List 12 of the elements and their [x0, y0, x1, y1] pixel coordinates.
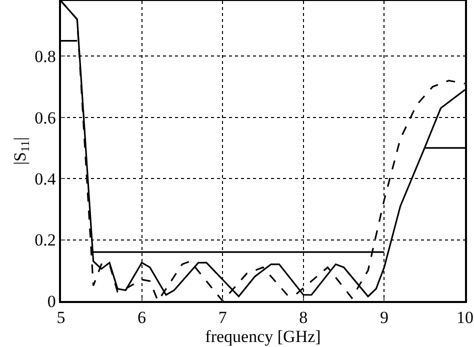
x-tick-label: 10: [456, 308, 474, 328]
x-tick-label: 9: [380, 308, 388, 328]
x-tick-label: 5: [56, 308, 66, 328]
y-tick-label: 0.8: [34, 47, 56, 66]
x-tick-label: 6: [138, 308, 146, 328]
x-tick-label: 8: [299, 308, 308, 328]
x-axis-title: frequency [GHz]: [205, 327, 321, 346]
y-tick-label: 0: [47, 292, 56, 311]
y-tick-label: 0.4: [34, 170, 56, 188]
x-tick-label: 7: [218, 308, 228, 328]
y-tick-label: 0.6: [34, 108, 56, 128]
y-tick-label: 0.2: [34, 230, 56, 250]
